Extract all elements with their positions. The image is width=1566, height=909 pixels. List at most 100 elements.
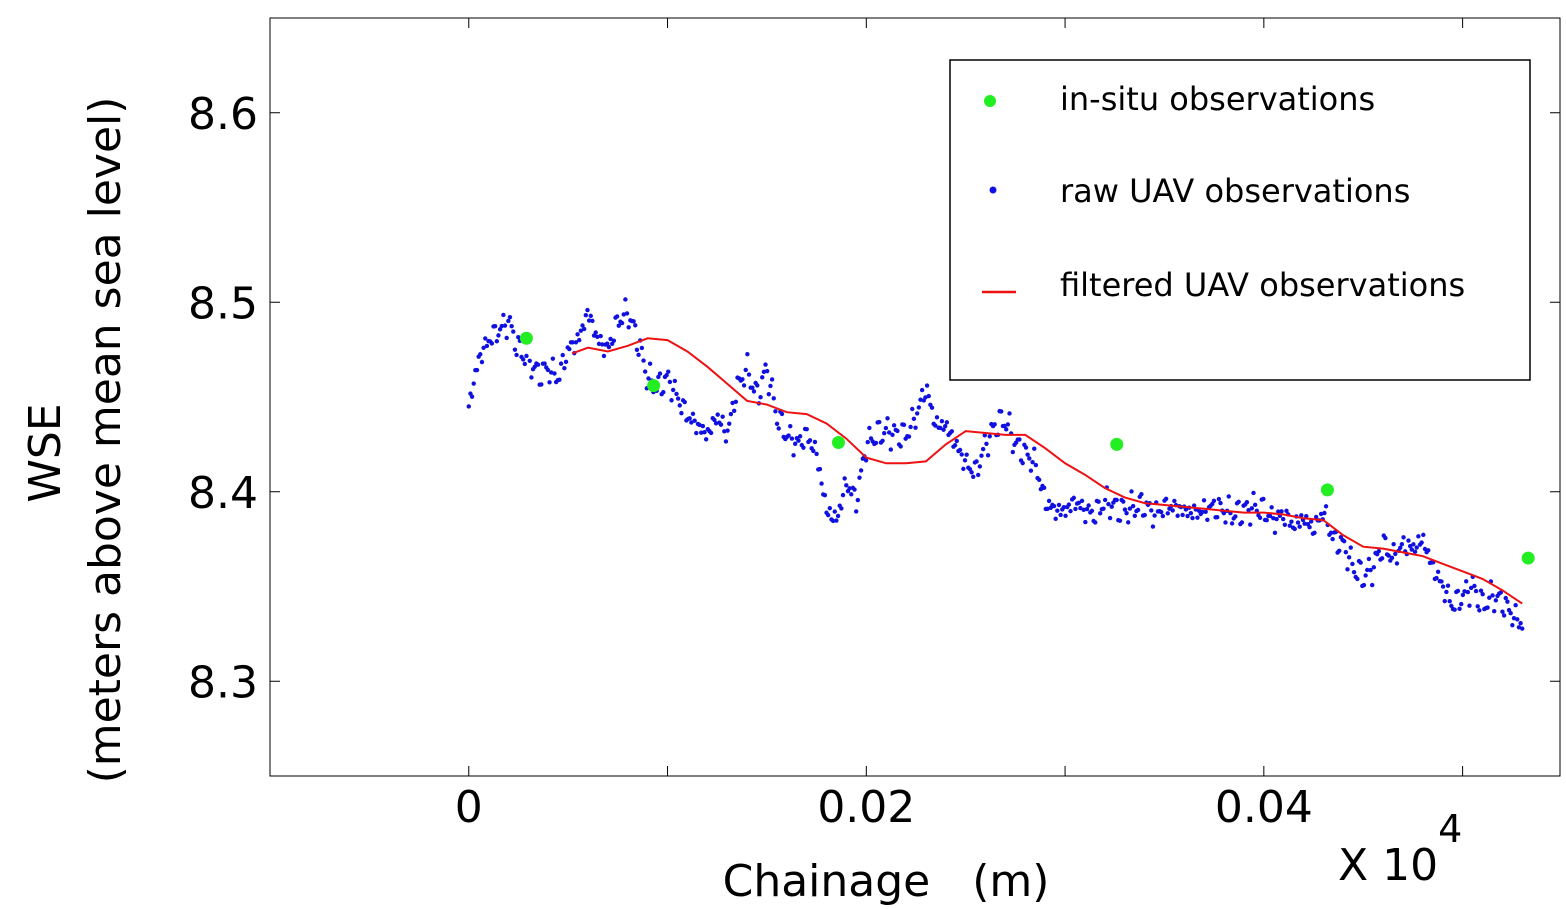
raw-uav-point	[593, 330, 598, 335]
raw-uav-point	[606, 344, 612, 350]
raw-uav-point	[1426, 548, 1431, 553]
raw-uav-point	[1053, 516, 1058, 521]
raw-uav-point	[1440, 584, 1446, 589]
raw-uav-point	[801, 445, 806, 450]
raw-uav-point	[1358, 560, 1363, 565]
raw-uav-point	[758, 394, 763, 400]
raw-uav-point	[1444, 589, 1449, 595]
raw-uav-point	[1409, 547, 1414, 552]
raw-uav-point	[1191, 503, 1197, 508]
raw-uav-point	[1130, 503, 1136, 509]
raw-uav-point	[1312, 530, 1317, 535]
raw-uav-point	[583, 313, 589, 318]
raw-uav-point	[741, 383, 747, 388]
raw-uav-point	[964, 452, 969, 457]
raw-uav-point	[562, 365, 567, 371]
raw-uav-point	[481, 345, 486, 350]
raw-uav-point	[506, 318, 511, 324]
x-multiplier-base: X 10	[1338, 840, 1438, 891]
raw-uav-point	[908, 424, 913, 430]
raw-uav-point	[552, 371, 557, 376]
raw-uav-point	[733, 399, 739, 404]
y-tick-label: 8.3	[188, 657, 258, 708]
raw-uav-point	[512, 347, 518, 352]
raw-uav-point	[867, 425, 872, 431]
raw-uav-point	[1046, 498, 1052, 504]
raw-uav-point	[1416, 534, 1421, 539]
raw-uav-point	[619, 320, 625, 326]
raw-uav-point	[1439, 579, 1444, 584]
raw-uav-point	[626, 325, 631, 330]
raw-uav-point	[570, 340, 575, 345]
raw-uav-point	[1249, 506, 1255, 511]
raw-uav-point	[516, 334, 521, 340]
raw-uav-point	[911, 416, 917, 422]
raw-uav-point	[1399, 542, 1405, 547]
raw-uav-point	[616, 323, 621, 328]
raw-uav-point	[980, 446, 986, 452]
raw-uav-point	[1096, 499, 1101, 504]
raw-uav-point	[1280, 516, 1286, 522]
raw-uav-point	[1203, 509, 1208, 514]
raw-uav-point	[682, 399, 687, 405]
x-tick-label: 0.02	[817, 782, 915, 833]
raw-uav-point	[1170, 508, 1175, 513]
raw-uav-point	[522, 361, 528, 367]
raw-uav-point	[1468, 585, 1474, 591]
raw-uav-point	[943, 424, 948, 429]
raw-uav-point	[1188, 510, 1194, 516]
raw-uav-point	[1485, 605, 1490, 610]
raw-uav-point	[1216, 496, 1222, 502]
raw-uav-point	[677, 403, 682, 408]
raw-uav-point	[1073, 506, 1078, 512]
raw-uav-point	[1058, 512, 1063, 518]
raw-uav-point	[882, 431, 887, 436]
raw-uav-point	[507, 314, 513, 320]
raw-uav-point	[913, 425, 918, 430]
raw-uav-point	[1515, 617, 1520, 622]
raw-uav-point	[631, 319, 636, 324]
raw-uav-point	[746, 372, 752, 377]
raw-uav-point	[731, 408, 737, 413]
raw-uav-point	[656, 374, 661, 380]
raw-uav-point	[1345, 567, 1350, 572]
raw-uav-point	[1394, 561, 1400, 566]
raw-uav-point	[588, 313, 593, 319]
raw-uav-point	[760, 375, 765, 380]
raw-uav-point	[1004, 427, 1009, 432]
raw-uav-point	[944, 420, 950, 425]
raw-uav-point	[853, 509, 859, 514]
raw-uav-point	[1447, 598, 1452, 604]
legend-insitu-label: in-situ observations	[1060, 80, 1375, 118]
raw-uav-point	[888, 447, 894, 452]
raw-uav-point	[590, 318, 595, 324]
raw-uav-point	[712, 417, 717, 423]
raw-uav-point	[1033, 462, 1039, 468]
raw-uav-point	[771, 396, 776, 401]
raw-uav-point	[1363, 573, 1368, 578]
raw-uav-point	[520, 357, 526, 362]
raw-uav-point	[608, 336, 613, 342]
raw-uav-point	[499, 323, 504, 329]
raw-uav-point	[1276, 509, 1281, 514]
raw-uav-point	[1419, 540, 1424, 545]
raw-uav-point	[689, 420, 694, 425]
raw-uav-point	[1239, 520, 1245, 525]
raw-uav-point	[578, 328, 584, 333]
raw-uav-point	[1457, 606, 1462, 611]
raw-uav-point	[1257, 515, 1263, 520]
raw-uav-point	[633, 323, 638, 328]
raw-uav-point	[852, 487, 857, 492]
raw-uav-point	[1304, 513, 1309, 519]
raw-uav-point	[1297, 524, 1302, 529]
raw-uav-point	[926, 393, 931, 399]
raw-uav-point	[1313, 514, 1319, 520]
raw-uav-point	[776, 426, 781, 431]
raw-uav-point	[611, 338, 617, 343]
raw-uav-point	[1190, 515, 1195, 521]
raw-uav-point	[675, 396, 681, 401]
y-axis-ticks: 8.3 8.4 8.5 8.6	[188, 89, 1560, 708]
raw-uav-point	[1465, 589, 1471, 595]
raw-uav-point	[1379, 556, 1385, 561]
raw-uav-point	[1150, 524, 1156, 529]
